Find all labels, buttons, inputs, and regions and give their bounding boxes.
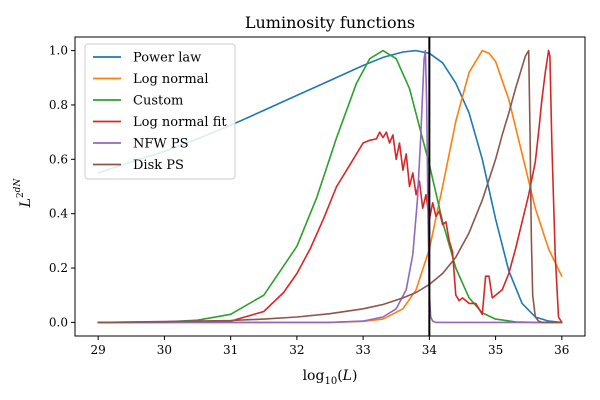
x-tick-label: 31 xyxy=(223,343,238,357)
x-tick-label: 36 xyxy=(554,343,569,357)
x-tick-label: 30 xyxy=(157,343,172,357)
series-line-custom xyxy=(97,49,563,324)
legend-box xyxy=(84,43,236,180)
legend: Power law Log normal Custom Log normal fit N… xyxy=(84,43,236,180)
y-tick-label: 0.2 xyxy=(49,261,68,275)
y-tick-label: 0.4 xyxy=(49,207,68,221)
x-axis-label: log10(L) xyxy=(303,368,358,387)
y-tick-label: 0.0 xyxy=(49,315,68,329)
x-tick-label: 29 xyxy=(91,343,106,357)
legend-label: Custom xyxy=(133,94,183,109)
legend-label: Power law xyxy=(133,51,201,66)
y-tick-label: 1.0 xyxy=(49,44,68,58)
legend-label: Disk PS xyxy=(133,158,184,173)
series-line-disk-ps xyxy=(97,49,563,324)
x-tick-label: 32 xyxy=(289,343,304,357)
x-tick-label: 34 xyxy=(422,343,438,357)
legend-label: NFW PS xyxy=(133,137,189,152)
x-tick-label: 33 xyxy=(355,343,370,357)
series-line-log-normal-fit xyxy=(97,49,563,324)
chart-title: Luminosity functions xyxy=(245,13,415,32)
y-axis-label: L2dN xyxy=(13,178,34,209)
y-tick-label: 0.8 xyxy=(49,98,68,112)
y-tick-label: 0.6 xyxy=(49,152,68,166)
series-line-nfw-ps xyxy=(97,49,563,324)
x-tick-label: 35 xyxy=(488,343,503,357)
legend-label: Log normal xyxy=(133,72,209,87)
axis-ticks: 29 30 31 32 33 34 35 36 0.0 0.2 0.4 0.6 0.8 1.0 xyxy=(49,44,570,357)
axes-frame xyxy=(74,36,586,337)
svg-text:L2dN: L2dN xyxy=(13,178,34,209)
legend-label: Log normal fit xyxy=(133,115,227,130)
